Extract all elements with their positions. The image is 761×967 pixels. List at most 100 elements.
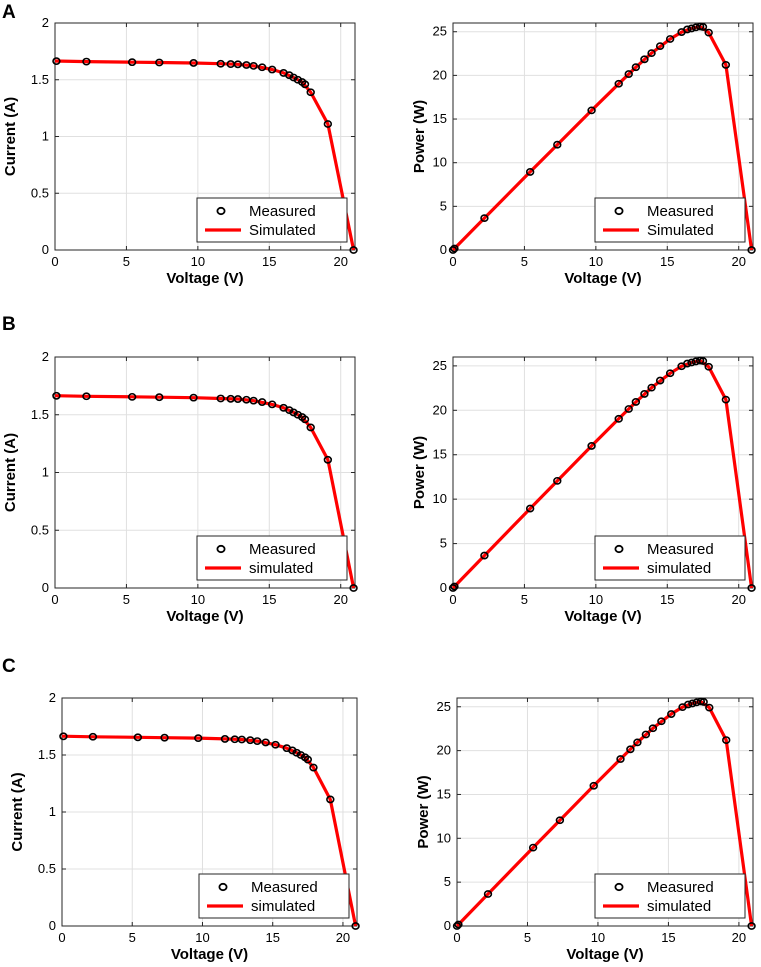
measured-point [687,24,696,33]
measured-point [665,35,675,43]
measured-point [657,717,666,726]
measured-point [216,394,225,403]
axes-box [456,697,754,927]
y-tick-label: 0 [49,918,56,933]
measured-point [237,735,247,744]
measured-point [704,28,713,37]
measured-point [155,393,164,402]
x-tick-label: 10 [191,592,205,607]
measured-point [300,415,310,424]
x-tick-label: 10 [589,592,603,607]
y-tick-label: 1 [42,129,49,144]
legend-box [198,873,350,919]
measured-point [155,58,164,67]
y-tick-label: 0 [444,918,451,933]
y-tick-label: 2 [42,349,49,364]
measured-point [306,423,315,432]
legend: Measured simulated [198,873,350,919]
measured-point [647,383,656,392]
x-tick-label: 5 [524,930,531,945]
measured-point [160,733,169,742]
measured-point [687,358,696,367]
legend-box [594,197,746,243]
measured-point [698,23,708,31]
y-tick-label: 1.5 [31,407,49,422]
measured-point [683,700,693,709]
legend-measured-marker [614,544,624,554]
measured-point [257,63,267,72]
chart-a-iv: 0 5 10 15 20 0 0.5 1 1.5 2 Voltage (V) Current (A) M… [2,15,358,287]
measured-point [747,922,756,930]
measured-point [631,63,641,72]
measured-point [257,398,267,406]
measured-point [267,400,277,409]
x-tick-label: 15 [660,254,674,269]
measured-point [699,698,708,706]
legend: Measured simulated [594,535,746,581]
y-tick-label: 25 [433,358,447,373]
x-tick-label: 20 [336,930,350,945]
measured-point [555,816,565,825]
y-tick-label: 5 [444,874,451,889]
chart-c-iv: 0 5 10 15 20 0 0.5 1 1.5 2 Voltage (V) Current (A) M… [9,690,360,963]
measured-point [323,455,333,464]
y-tick-label: 0 [440,242,447,257]
measured-point [326,795,335,804]
simulated-line [54,59,356,251]
measured-point [249,62,258,70]
legend-simulated-label: simulated [249,560,313,577]
measured-point [665,369,675,378]
x-tick-label: 0 [51,592,58,607]
measured-point [253,737,262,745]
measured-point [641,730,651,739]
y-tick-label: 0.5 [31,185,49,200]
measured-point [587,106,596,115]
x-tick-label: 0 [449,254,456,269]
measured-point [233,395,243,403]
legend-measured-label: Measured [647,203,714,220]
legend: Measured Simulated [594,197,746,243]
x-tick-label: 15 [265,930,279,945]
measured-point [306,88,315,97]
y-tick-label: 0.5 [31,522,49,537]
measured-point [351,922,360,930]
legend-measured-label: Measured [647,541,714,558]
y-axis-label: Current (A) [9,772,26,851]
x-tick-label: 0 [449,592,456,607]
measured-point [454,920,463,929]
y-axis-label: Current (A) [2,433,19,512]
y-tick-label: 1 [49,804,56,819]
y-tick-label: 5 [440,198,447,213]
measured-point [721,61,731,69]
measured-point [59,732,68,741]
legend-measured-label: Measured [249,541,316,558]
legend-measured-label: Measured [647,879,714,896]
axes-box [452,356,754,589]
measured-point [52,391,61,400]
y-tick-label: 10 [433,491,447,506]
x-tick-label: 5 [521,592,528,607]
measured-point [705,703,714,712]
y-tick-label: 10 [433,155,447,170]
legend-measured-marker [216,206,226,216]
measured-point [448,246,458,254]
x-tick-label: 20 [333,592,347,607]
x-tick-label: 15 [661,930,675,945]
measured-point [631,398,641,406]
legend: Measured simulated [196,535,348,581]
measured-point [589,781,598,790]
y-tick-label: 0 [440,580,447,595]
measured-point [349,246,358,254]
y-axis-label: Power (W) [415,775,432,848]
x-tick-label: 20 [731,254,745,269]
y-tick-label: 15 [433,447,447,462]
measured-point [528,843,538,852]
measured-point [450,244,459,253]
x-axis-label: Voltage (V) [166,608,243,625]
measured-point [614,414,623,423]
x-tick-label: 10 [191,254,205,269]
legend-measured-label: Measured [249,203,316,220]
measured-point [683,25,692,34]
